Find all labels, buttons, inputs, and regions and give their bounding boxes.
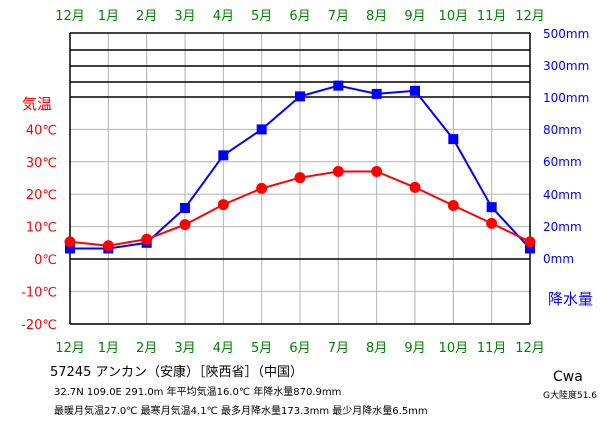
temperature-point	[256, 182, 268, 194]
temperature-axis-title: 気温	[22, 95, 52, 113]
month-label-top: 4月	[213, 9, 234, 24]
month-label-top: 9月	[404, 9, 425, 24]
month-label-bottom: 11月	[477, 341, 507, 356]
temperature-point	[524, 236, 536, 248]
temperature-tick-label: 40℃	[26, 123, 57, 138]
precipitation-tick-label: 100mm	[543, 91, 589, 105]
month-label-bottom: 7月	[328, 341, 349, 356]
precipitation-point	[486, 202, 497, 213]
precipitation-tick-label: 60mm	[543, 155, 582, 169]
month-label-bottom: 8月	[366, 341, 387, 356]
axis-layer: 12月 12月 1月 1月 2月 2月 3月 3月 4月 4月 5月 5月 6月 6月 7月 7月 8月 8月 9月…	[21, 9, 589, 356]
temperature-point	[217, 199, 229, 211]
precipitation-point	[525, 243, 535, 254]
temperature-tick-label: -20℃	[21, 318, 57, 333]
precipitation-axis-title: 降水量	[548, 290, 593, 308]
station-info-line-1: 32.7N 109.0E 291.0m 年平均気温16.0℃ 年降水量870.9…	[54, 385, 341, 398]
frame-layer	[69, 32, 531, 325]
month-label-bottom: 2月	[136, 341, 157, 356]
month-label-bottom: 12月	[55, 341, 85, 356]
precipitation-tick-label: 300mm	[543, 59, 589, 73]
month-label-bottom: 12月	[515, 341, 545, 356]
station-title: 57245 アンカン（安康）［陝西省］（中国）	[50, 364, 303, 380]
month-label-top: 6月	[289, 9, 310, 24]
temperature-point	[332, 166, 344, 178]
precipitation-point	[180, 202, 190, 213]
precipitation-tick-label: 80mm	[543, 123, 582, 137]
temperature-point	[371, 166, 383, 178]
precipitation-tick-label: 40mm	[543, 188, 582, 202]
month-label-bottom: 6月	[289, 341, 310, 356]
month-label-top: 1月	[98, 9, 119, 24]
precipitation-point	[256, 124, 267, 135]
temperature-point	[179, 219, 191, 231]
temperature-point	[409, 181, 421, 193]
precipitation-point	[218, 150, 229, 161]
month-label-bottom: 1月	[98, 341, 119, 356]
month-label-bottom: 10月	[439, 341, 469, 356]
precipitation-point	[65, 243, 75, 254]
temperature-point	[294, 172, 306, 184]
continentality-index: G大陸度51.6	[543, 389, 597, 401]
precipitation-point	[333, 80, 344, 91]
precipitation-point	[410, 85, 420, 96]
month-label-bottom: 3月	[174, 341, 195, 356]
month-label-top: 10月	[439, 9, 469, 24]
precipitation-point	[371, 88, 382, 99]
month-label-top: 2月	[136, 9, 157, 24]
month-label-bottom: 5月	[251, 341, 272, 356]
temperature-tick-label: 10℃	[26, 221, 57, 236]
month-label-bottom: 4月	[213, 341, 234, 356]
climate-code: Cwa	[553, 369, 583, 385]
temperature-tick-label: 30℃	[26, 156, 57, 171]
month-label-top: 12月	[55, 9, 85, 24]
temperature-point	[64, 236, 76, 248]
series-layer	[64, 80, 536, 254]
temperature-tick-label: 0℃	[34, 253, 57, 268]
temperature-point	[102, 240, 114, 252]
station-info-line-2: 最暖月気温27.0℃ 最寒月気温4.1℃ 最多月降水量173.3mm 最少月降水…	[54, 404, 428, 417]
temperature-point	[141, 233, 153, 245]
precipitation-point	[295, 91, 305, 102]
month-label-top: 7月	[328, 9, 349, 24]
temperature-tick-label: -10℃	[21, 285, 57, 300]
temperature-point	[486, 217, 498, 229]
temperature-point	[447, 200, 459, 212]
month-label-top: 3月	[174, 9, 195, 24]
temperature-tick-label: 20℃	[26, 188, 57, 203]
precipitation-point	[448, 134, 459, 145]
month-label-bottom: 9月	[404, 341, 425, 356]
month-label-top: 11月	[477, 9, 507, 24]
precipitation-tick-label: 20mm	[543, 220, 582, 234]
precipitation-tick-label: 500mm	[543, 27, 589, 41]
month-label-top: 5月	[251, 9, 272, 24]
precipitation-tick-label: 0mm	[543, 252, 574, 266]
month-label-top: 12月	[515, 9, 545, 24]
month-label-top: 8月	[366, 9, 387, 24]
